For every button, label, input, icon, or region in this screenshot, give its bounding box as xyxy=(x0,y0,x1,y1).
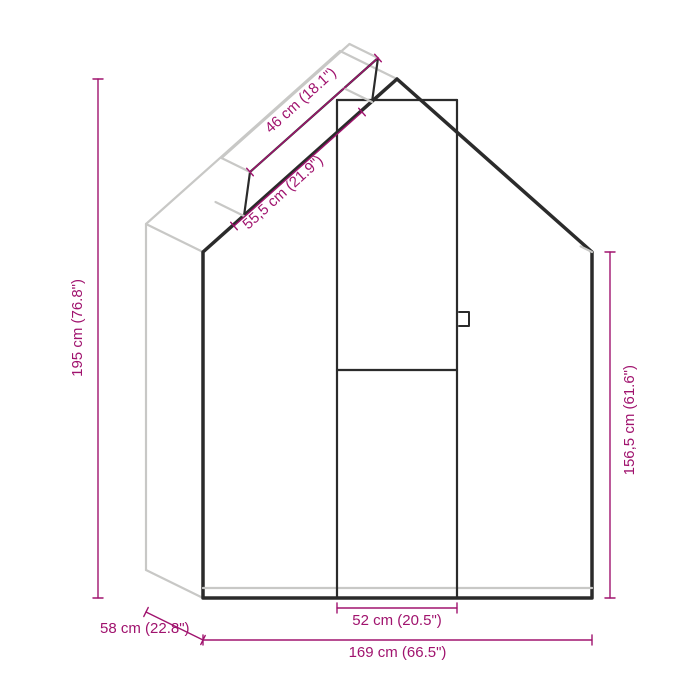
dim-label-door-52: 52 cm (20.5") xyxy=(342,612,452,629)
dim-label-depth-58: 58 cm (22.8") xyxy=(100,620,190,637)
greenhouse-outline xyxy=(146,44,592,598)
dimension-diagram xyxy=(0,0,700,700)
dim-label-height-195: 195 cm (76.8") xyxy=(69,279,86,377)
dim-label-width-169: 169 cm (66.5") xyxy=(343,644,453,661)
dimension-lines xyxy=(93,54,615,645)
dim-label-height-1565: 156,5 cm (61.6") xyxy=(621,365,638,475)
